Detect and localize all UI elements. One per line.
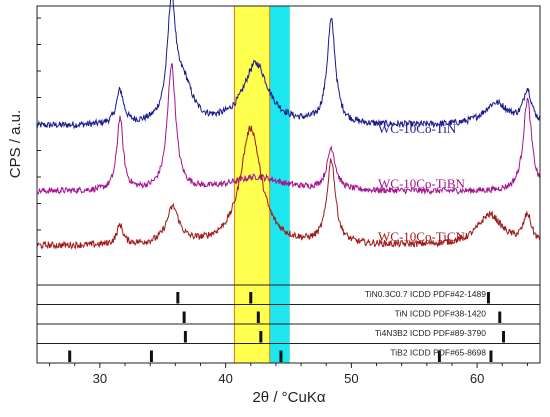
reference-label-0: TiN0.3C0.7 ICDD PDF#42-1489 xyxy=(365,289,486,299)
highlight-band-0 xyxy=(234,6,270,363)
x-tick-label-60: 60 xyxy=(470,371,484,386)
highlight-bands xyxy=(233,6,290,363)
reference-label-3: TiB2 ICDD PDF#65-8698 xyxy=(390,348,486,358)
y-axis-ticks xyxy=(37,17,41,257)
series-label-1: WC-10Co-TiBN xyxy=(378,176,466,191)
x-tick-label-50: 50 xyxy=(344,371,358,386)
x-axis-title: 2θ / °CuKα xyxy=(252,389,325,406)
series-label-2: WC-10Co-TiCN xyxy=(378,229,466,244)
series-line-1 xyxy=(36,63,541,196)
plot-frame xyxy=(36,5,541,364)
x-axis-ticks: 30 40 50 60 xyxy=(49,363,528,386)
series-labels: WC-10Co-TiN WC-10Co-TiBN WC-10Co-TiCN xyxy=(378,121,466,244)
series-line-0 xyxy=(36,0,541,130)
x-tick-label-40: 40 xyxy=(218,371,232,386)
highlight-band-1 xyxy=(269,6,290,363)
x-tick-label-30: 30 xyxy=(93,371,107,386)
reference-label-2: Ti4N3B2 ICDD PDF#89-3790 xyxy=(375,328,486,338)
series-group xyxy=(36,0,541,250)
series-line-2 xyxy=(36,125,541,250)
y-axis-title: CPS / a.u. xyxy=(7,110,24,178)
reference-patterns: TiN0.3C0.7 ICDD PDF#42-1489 TiN ICDD PDF#… xyxy=(37,289,540,362)
reference-label-1: TiN ICDD PDF#38-1420 xyxy=(395,309,487,319)
series-label-0: WC-10Co-TiN xyxy=(378,121,457,136)
